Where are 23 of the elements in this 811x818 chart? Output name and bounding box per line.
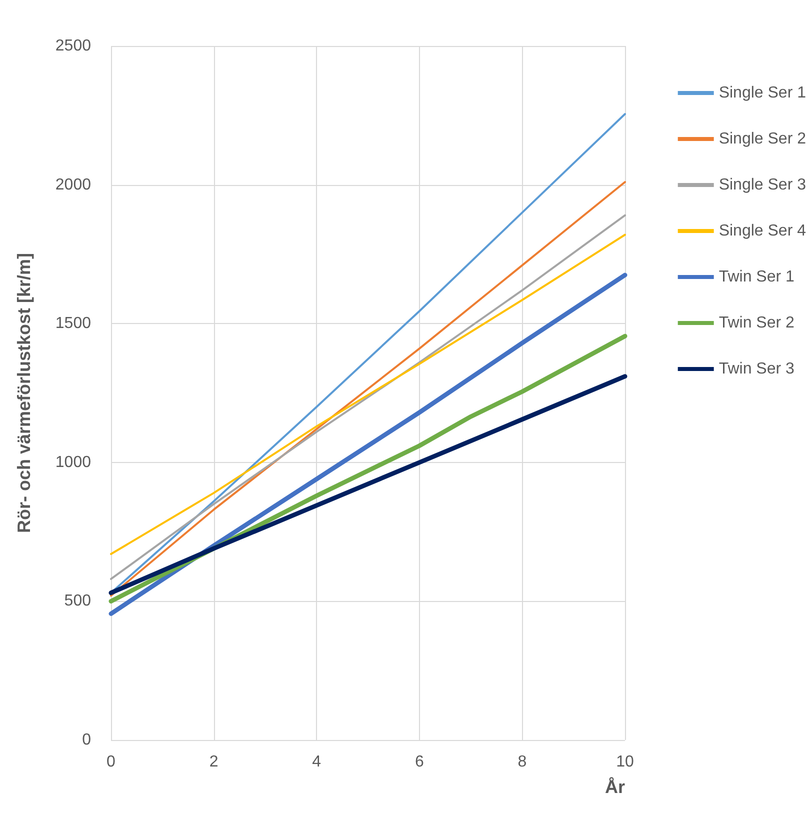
y-tick-label: 0 — [82, 732, 92, 748]
legend-label: Single Ser 2 — [718, 130, 806, 148]
x-axis-title: År — [604, 777, 625, 797]
line-series — [108, 374, 628, 596]
y-tick-label: 1000 — [55, 454, 92, 471]
legend-label: Twin Ser 3 — [718, 360, 795, 378]
legend-label: Twin Ser 2 — [718, 314, 795, 332]
legend-label: Single Ser 4 — [718, 222, 806, 240]
y-tick-label: 500 — [64, 592, 92, 610]
x-tick-label: 6 — [414, 754, 424, 770]
line-series — [108, 272, 628, 616]
x-tick-label: 8 — [518, 754, 527, 770]
y-tick-label: 2500 — [55, 38, 92, 54]
x-tick-label: 0 — [106, 754, 116, 770]
y-axis-title: Rör- och värmeförlustkost [kr/m] — [14, 252, 34, 534]
legend-label: Twin Ser 1 — [718, 268, 795, 286]
y-tick-label: 1500 — [55, 315, 92, 332]
x-tick-label: 2 — [209, 754, 218, 770]
x-tick-label: 10 — [616, 754, 634, 770]
y-tick-label: 2000 — [55, 176, 92, 194]
legend-label: Single Ser 3 — [718, 176, 806, 194]
x-tick-label: 4 — [312, 754, 322, 770]
legend-label: Single Ser 1 — [718, 84, 806, 102]
